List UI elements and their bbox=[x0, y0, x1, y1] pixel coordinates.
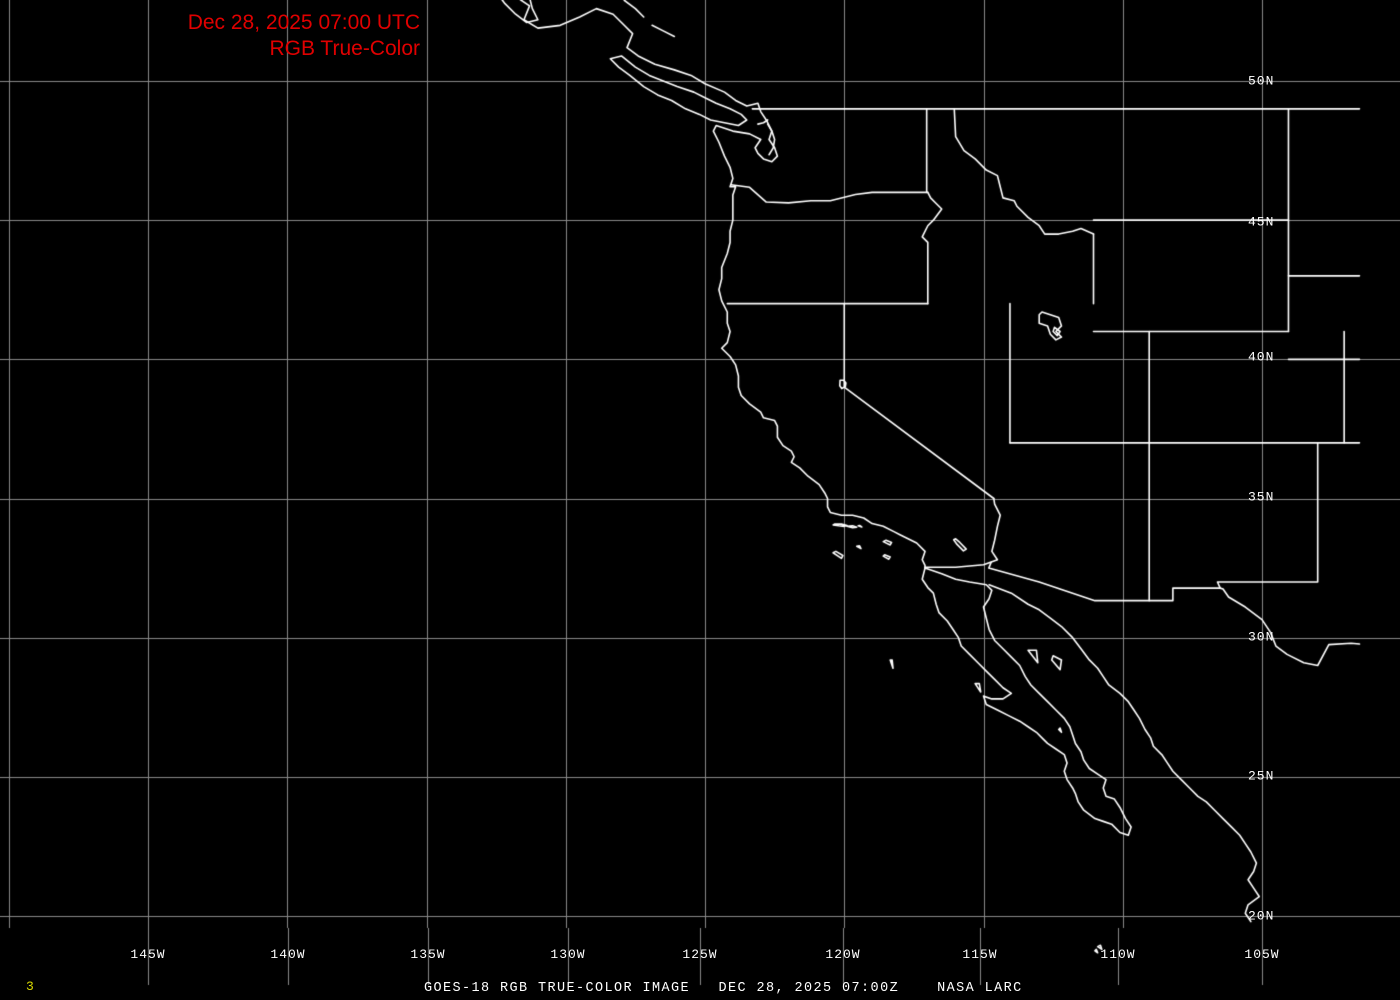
latitude-tick-label: 40N bbox=[1248, 349, 1275, 365]
longitude-tick-label: 125W bbox=[682, 947, 718, 962]
footer-caption: GOES-18 RGB TRUE-COLOR IMAGE DEC 28, 202… bbox=[424, 981, 1023, 996]
longitude-tick-label: 115W bbox=[962, 947, 998, 962]
latitude-tick-label: 35N bbox=[1248, 489, 1275, 505]
longitude-tick-label: 135W bbox=[410, 947, 446, 962]
title-timestamp: Dec 28, 2025 07:00 UTC bbox=[187, 11, 420, 34]
longitude-tick-label: 145W bbox=[130, 947, 166, 962]
latitude-tick-label: 45N bbox=[1248, 214, 1275, 230]
latitude-tick-label: 25N bbox=[1248, 768, 1275, 784]
longitude-tick-label: 140W bbox=[270, 947, 306, 962]
latitude-tick-label: 50N bbox=[1248, 73, 1275, 89]
title-product-name: RGB True-Color bbox=[269, 37, 420, 60]
longitude-tick-label: 110W bbox=[1100, 947, 1136, 962]
page-number: 3 bbox=[26, 979, 34, 994]
latitude-tick-label: 30N bbox=[1248, 629, 1275, 645]
longitude-tick-label: 120W bbox=[825, 947, 861, 962]
title-block: Dec 28, 2025 07:00 UTC RGB True-Color bbox=[0, 10, 420, 62]
longitude-tick-label: 105W bbox=[1244, 947, 1280, 962]
latitude-tick-label: 20N bbox=[1248, 908, 1275, 924]
longitude-tick-label: 130W bbox=[550, 947, 586, 962]
